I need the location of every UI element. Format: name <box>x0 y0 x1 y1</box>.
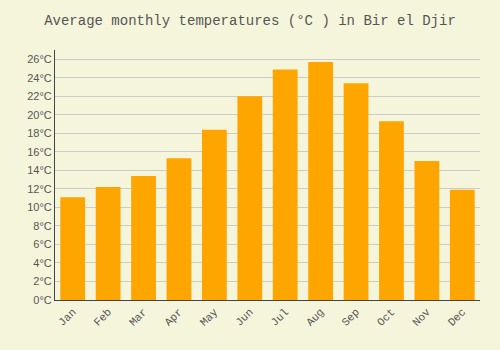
svg-text:26°C: 26°C <box>27 53 52 65</box>
svg-text:May: May <box>198 306 221 329</box>
svg-text:Jul: Jul <box>269 306 291 328</box>
svg-text:Dec: Dec <box>446 306 468 328</box>
svg-text:18°C: 18°C <box>27 127 52 139</box>
svg-text:Jun: Jun <box>233 306 255 328</box>
svg-text:Aug: Aug <box>304 306 326 328</box>
svg-text:14°C: 14°C <box>27 164 52 176</box>
svg-text:20°C: 20°C <box>27 109 52 121</box>
svg-text:Average monthly temperatures (: Average monthly temperatures (°C ) in Bi… <box>44 13 456 29</box>
svg-text:Jan: Jan <box>56 306 78 328</box>
svg-text:22°C: 22°C <box>27 90 52 102</box>
svg-text:Oct: Oct <box>375 306 397 328</box>
svg-text:8°C: 8°C <box>33 220 52 232</box>
svg-text:Feb: Feb <box>92 306 114 328</box>
svg-text:24°C: 24°C <box>27 72 52 84</box>
svg-text:Mar: Mar <box>127 306 149 328</box>
svg-text:Sep: Sep <box>340 306 362 328</box>
svg-text:2°C: 2°C <box>33 275 52 287</box>
svg-text:10°C: 10°C <box>27 201 52 213</box>
svg-text:Apr: Apr <box>162 306 184 328</box>
svg-text:6°C: 6°C <box>33 238 52 250</box>
svg-text:0°C: 0°C <box>33 294 52 306</box>
svg-text:Nov: Nov <box>410 306 433 329</box>
svg-text:12°C: 12°C <box>27 183 52 195</box>
svg-text:4°C: 4°C <box>33 257 52 269</box>
svg-text:16°C: 16°C <box>27 146 52 158</box>
